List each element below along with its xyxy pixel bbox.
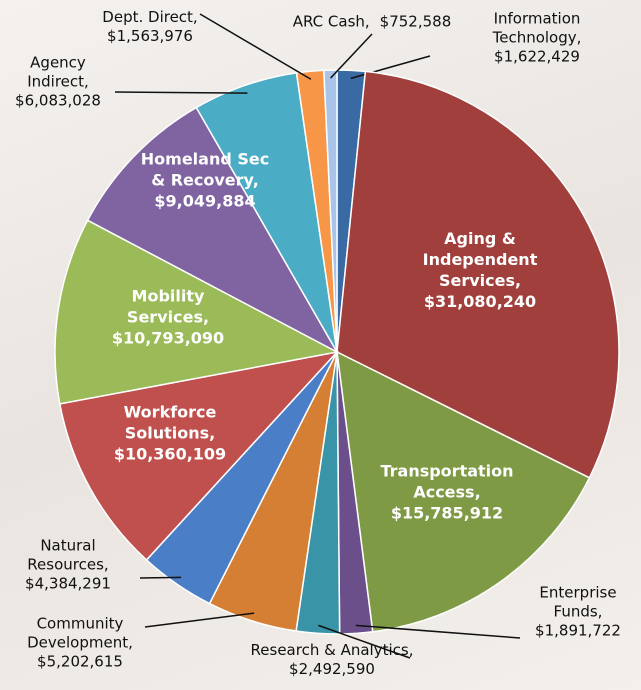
leader-line bbox=[330, 33, 373, 79]
slice-label: Aging & Independent Services, $31,080,240 bbox=[423, 228, 538, 312]
value-label: $4,384,291 bbox=[25, 574, 111, 593]
pie-slice bbox=[323, 69, 338, 353]
pie-slice bbox=[54, 219, 340, 405]
slice-label: Information Technology, $1,622,429 bbox=[493, 10, 582, 67]
pie-slice bbox=[58, 350, 340, 562]
category-label: Natural Resources, bbox=[27, 536, 109, 574]
leader-line bbox=[114, 91, 248, 94]
slice-label: Dept. Direct, $1,563,976 bbox=[102, 8, 197, 46]
leader-line bbox=[318, 624, 411, 659]
category-label: Mobility Services, bbox=[126, 286, 210, 327]
leader-line bbox=[144, 612, 255, 628]
category-label: Research & Analytics, bbox=[250, 641, 414, 659]
category-label: Dept. Direct, bbox=[102, 8, 198, 26]
leader-line bbox=[199, 13, 312, 80]
value-label: $1,563,976 bbox=[107, 27, 193, 45]
value-label: $31,080,240 bbox=[423, 292, 537, 311]
value-label: $10,360,109 bbox=[113, 444, 227, 464]
leader-line bbox=[139, 576, 182, 579]
slice-label: Mobility Services, $10,793,090 bbox=[112, 286, 224, 349]
value-label: $6,083,028 bbox=[15, 91, 101, 110]
value-label: $1,622,429 bbox=[494, 47, 580, 66]
leader-line bbox=[355, 624, 521, 639]
category-label: Information Technology, bbox=[492, 9, 582, 47]
category-label: ARC Cash, bbox=[292, 12, 370, 31]
slice-label: Transportation Access, $15,785,912 bbox=[380, 461, 513, 524]
category-label: Homeland Sec & Recovery, bbox=[140, 149, 270, 190]
pie-slice bbox=[86, 106, 339, 354]
category-label: Aging & Independent Services, bbox=[422, 229, 538, 290]
category-label: Community Development, bbox=[27, 614, 133, 652]
value-label: $10,793,090 bbox=[111, 328, 225, 348]
value-label: $15,785,912 bbox=[390, 503, 504, 523]
slice-label: Community Development, $5,202,615 bbox=[27, 615, 133, 672]
category-label: Agency Indirect, bbox=[27, 53, 89, 91]
value-label: $2,492,590 bbox=[289, 660, 375, 678]
value-label: $5,202,615 bbox=[37, 652, 123, 671]
slice-label: Natural Resources, $4,384,291 bbox=[25, 537, 111, 594]
pie-slice bbox=[336, 350, 591, 633]
slice-label: Enterprise Funds, $1,891,722 bbox=[535, 584, 621, 641]
slice-label: Workforce Solutions, $10,360,109 bbox=[114, 402, 226, 465]
value-label: $1,891,722 bbox=[535, 621, 621, 640]
category-label: Transportation Access, bbox=[380, 461, 514, 502]
value-label: $9,049,884 bbox=[154, 191, 256, 211]
category-label: Workforce Solutions, bbox=[123, 402, 217, 443]
value-label: $752,588 bbox=[379, 12, 452, 31]
leader-line bbox=[350, 55, 431, 80]
slice-label: Research & Analytics, $2,492,590 bbox=[251, 641, 414, 679]
pie-slice bbox=[336, 70, 620, 479]
slice-label: Agency Indirect, $6,083,028 bbox=[15, 54, 101, 111]
slice-label: Homeland Sec & Recovery, $9,049,884 bbox=[141, 149, 269, 212]
slice-label: ARC Cash, $752,588 bbox=[293, 13, 452, 32]
category-label: Enterprise Funds, bbox=[539, 583, 617, 621]
